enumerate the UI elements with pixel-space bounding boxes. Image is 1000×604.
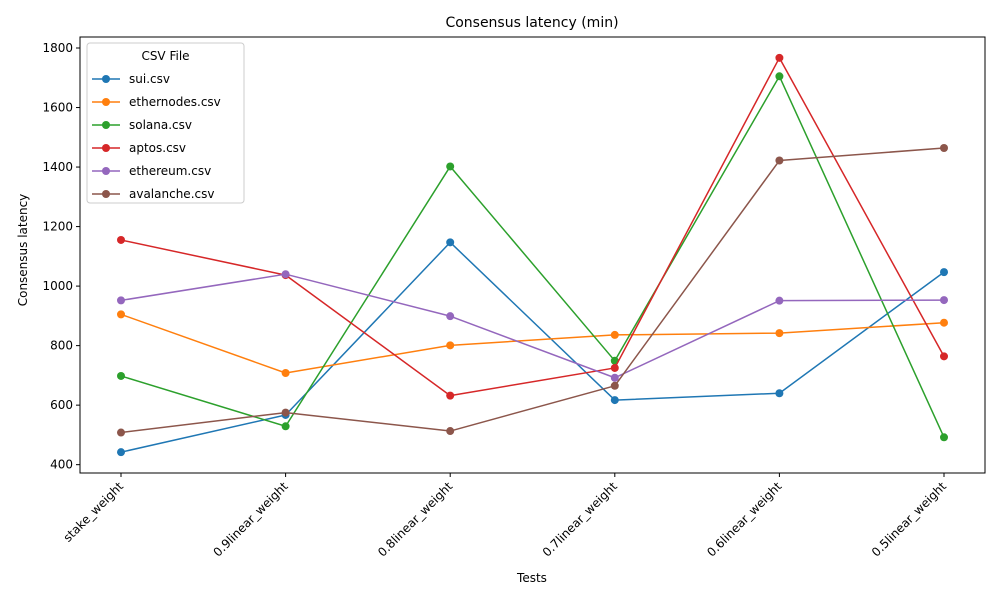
legend-item: aptos.csv <box>92 141 186 155</box>
data-point <box>775 389 784 398</box>
data-point <box>940 318 948 327</box>
data-point <box>940 268 948 277</box>
legend-item: sui.csv <box>92 72 170 86</box>
data-point <box>775 72 784 81</box>
data-point <box>117 296 125 305</box>
data-point <box>775 296 784 305</box>
y-tick-label: 600 <box>50 398 73 412</box>
series-line <box>120 57 945 397</box>
data-point <box>940 433 948 442</box>
data-point <box>117 310 125 319</box>
x-tick-label: 0.8linear_weight <box>375 479 455 559</box>
x-tick-label: 0.9linear_weight <box>210 479 290 559</box>
y-axis-label: Consensus latency <box>16 194 30 307</box>
data-point <box>281 270 290 279</box>
data-point <box>610 373 619 382</box>
data-point <box>117 448 125 457</box>
plot-area <box>117 53 948 457</box>
data-point <box>610 381 619 390</box>
legend-box <box>86 42 245 204</box>
data-point <box>940 296 948 305</box>
plot-frame <box>79 36 986 474</box>
x-tick-label: 0.6linear_weight <box>704 479 784 559</box>
data-point <box>446 312 455 321</box>
legend-swatch-marker <box>102 75 110 83</box>
legend-swatch-marker <box>102 167 110 175</box>
series-line <box>120 241 945 453</box>
legend-label: sui.csv <box>129 72 170 86</box>
legend-label: avalanche.csv <box>129 187 214 201</box>
legend-swatch-marker <box>102 121 110 129</box>
series-line <box>120 75 945 438</box>
legend-label: aptos.csv <box>129 141 186 155</box>
x-tick-label: 0.5linear_weight <box>869 479 949 559</box>
series <box>117 144 948 437</box>
x-tick-label: stake_weight <box>61 479 127 545</box>
legend-swatch-marker <box>102 98 110 106</box>
data-point <box>446 238 455 247</box>
legend-item: avalanche.csv <box>92 187 214 201</box>
series <box>117 270 948 382</box>
y-tick-label: 1600 <box>42 101 73 115</box>
legend-title: CSV File <box>141 49 189 63</box>
data-point <box>610 363 619 372</box>
y-tick-label: 1800 <box>42 41 73 55</box>
data-point <box>281 369 290 378</box>
legend-item: solana.csv <box>92 118 192 132</box>
legend-swatch-marker <box>102 190 110 198</box>
y-axis: 400 600 800 1000 1200 1400 1600 1800 <box>42 41 80 472</box>
data-point <box>610 396 619 405</box>
data-point <box>775 329 784 338</box>
data-point <box>940 352 948 361</box>
data-point <box>446 427 455 436</box>
chart-title: Consensus latency (min) <box>445 15 618 31</box>
data-point <box>117 235 125 244</box>
legend-label: ethernodes.csv <box>129 95 221 109</box>
x-tick-label: 0.7linear_weight <box>540 479 620 559</box>
series <box>117 238 948 457</box>
data-point <box>446 162 455 171</box>
x-axis: stake_weight 0.9linear_weight 0.8linear_we… <box>61 473 949 559</box>
legend-label: solana.csv <box>129 118 192 132</box>
legend-label: ethereum.csv <box>129 164 211 178</box>
x-axis-label: Tests <box>516 571 547 585</box>
data-point <box>281 422 290 431</box>
series-line <box>120 273 945 379</box>
legend: CSV File sui.csv ethernodes.csv solana.csv a… <box>86 42 245 204</box>
series-line <box>120 313 945 374</box>
legend-item: ethernodes.csv <box>92 95 221 109</box>
series <box>117 310 948 378</box>
data-point <box>446 341 455 350</box>
y-tick-label: 1400 <box>42 160 73 174</box>
data-point <box>775 53 784 62</box>
y-tick-label: 1200 <box>42 220 73 234</box>
data-point <box>117 428 125 437</box>
series-line <box>120 147 945 434</box>
series <box>117 72 948 442</box>
data-point <box>940 144 948 153</box>
legend-item: ethereum.csv <box>92 164 211 178</box>
data-point <box>281 408 290 417</box>
data-point <box>446 391 455 400</box>
y-tick-label: 800 <box>50 339 73 353</box>
data-point <box>117 371 125 380</box>
data-point <box>775 156 784 165</box>
legend-swatch-marker <box>102 144 110 152</box>
y-tick-label: 400 <box>50 458 73 472</box>
data-point <box>610 330 619 339</box>
y-tick-label: 1000 <box>42 279 73 293</box>
